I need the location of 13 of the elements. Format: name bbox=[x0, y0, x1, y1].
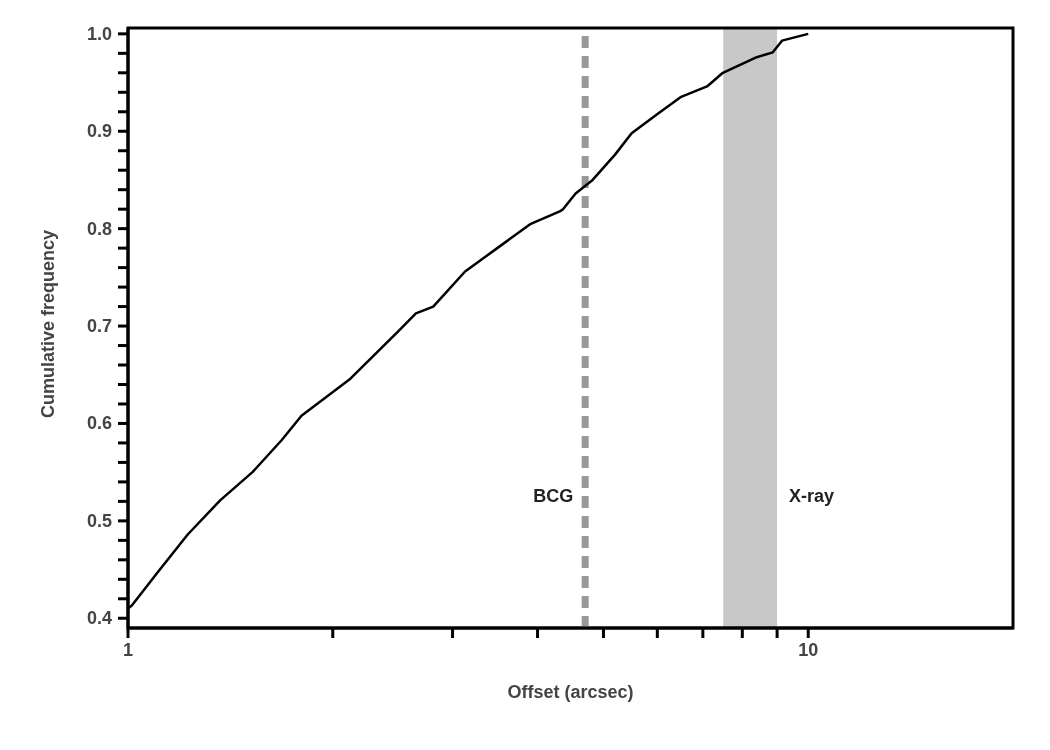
y-tick-label: 0.6 bbox=[86, 413, 112, 434]
y-axis-title: Cumulative frequency bbox=[38, 229, 59, 418]
y-tick-label: 0.9 bbox=[86, 121, 112, 142]
x-axis-title: Offset (arcsec) bbox=[507, 682, 634, 702]
y-tick-label: 0.7 bbox=[86, 316, 112, 337]
x-tick-label: 10 bbox=[798, 640, 819, 660]
x-tick-label: 1 bbox=[122, 640, 134, 660]
band-label: X-ray bbox=[789, 486, 835, 506]
y-tick-label: 0.4 bbox=[86, 608, 112, 629]
y-tick-label: 0.8 bbox=[86, 218, 112, 239]
y-tick-label: 1.0 bbox=[86, 23, 112, 44]
ref-line-label: BCG bbox=[533, 486, 574, 506]
y-tick-label: 0.5 bbox=[86, 510, 112, 531]
